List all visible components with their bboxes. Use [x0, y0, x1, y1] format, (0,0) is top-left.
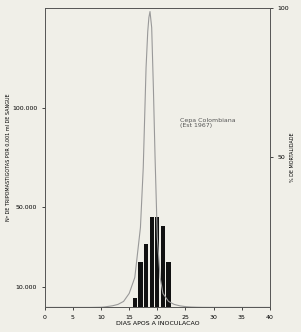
Y-axis label: % DE MORTALIDADE: % DE MORTALIDADE: [290, 133, 296, 182]
Text: Cepa Colombiana
(Est 1967): Cepa Colombiana (Est 1967): [180, 118, 235, 128]
Bar: [166, 262, 171, 307]
Bar: [133, 298, 137, 307]
Bar: [138, 262, 143, 307]
Bar: [161, 226, 165, 307]
Bar: [144, 244, 148, 307]
X-axis label: DIAS APOS A INOCULACAO: DIAS APOS A INOCULACAO: [116, 321, 199, 326]
Bar: [150, 217, 154, 307]
Y-axis label: Nº DE TRIPOMASTIGOTAS POR 0,001 ml DE SANGUE: Nº DE TRIPOMASTIGOTAS POR 0,001 ml DE SA…: [5, 94, 11, 221]
Bar: [155, 217, 160, 307]
